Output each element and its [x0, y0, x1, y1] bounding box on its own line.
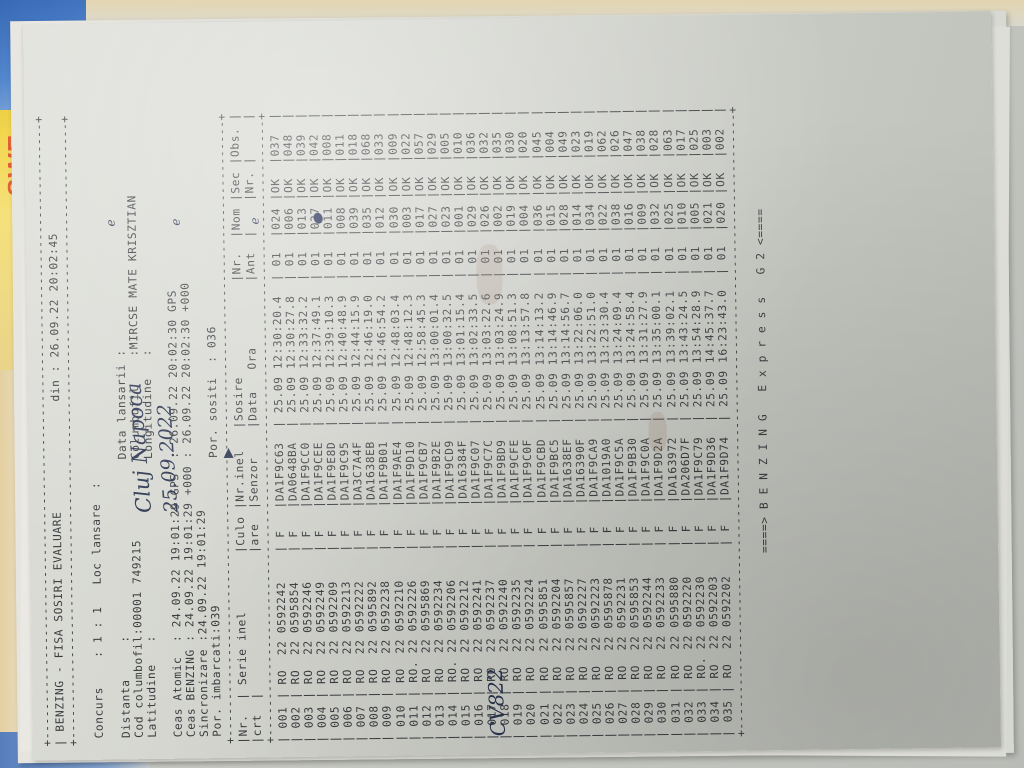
pen-tick-mark-2: ℯ	[168, 218, 183, 226]
pen-tick-mark-3: ℯ	[247, 217, 262, 225]
report-rotated-plane: +---------------------------------------…	[23, 11, 1001, 760]
pen-arrow-mark: ▶	[220, 447, 236, 459]
paper-smudge-2	[648, 411, 667, 453]
handwritten-cv-code: CV822	[482, 667, 511, 737]
paper-smudge-1	[476, 244, 503, 305]
pen-tick-mark-1: ℯ	[103, 219, 118, 227]
printed-report-sheet: +---------------------------------------…	[22, 11, 1002, 761]
report-text-body: +---------------------------------------…	[32, 105, 775, 747]
